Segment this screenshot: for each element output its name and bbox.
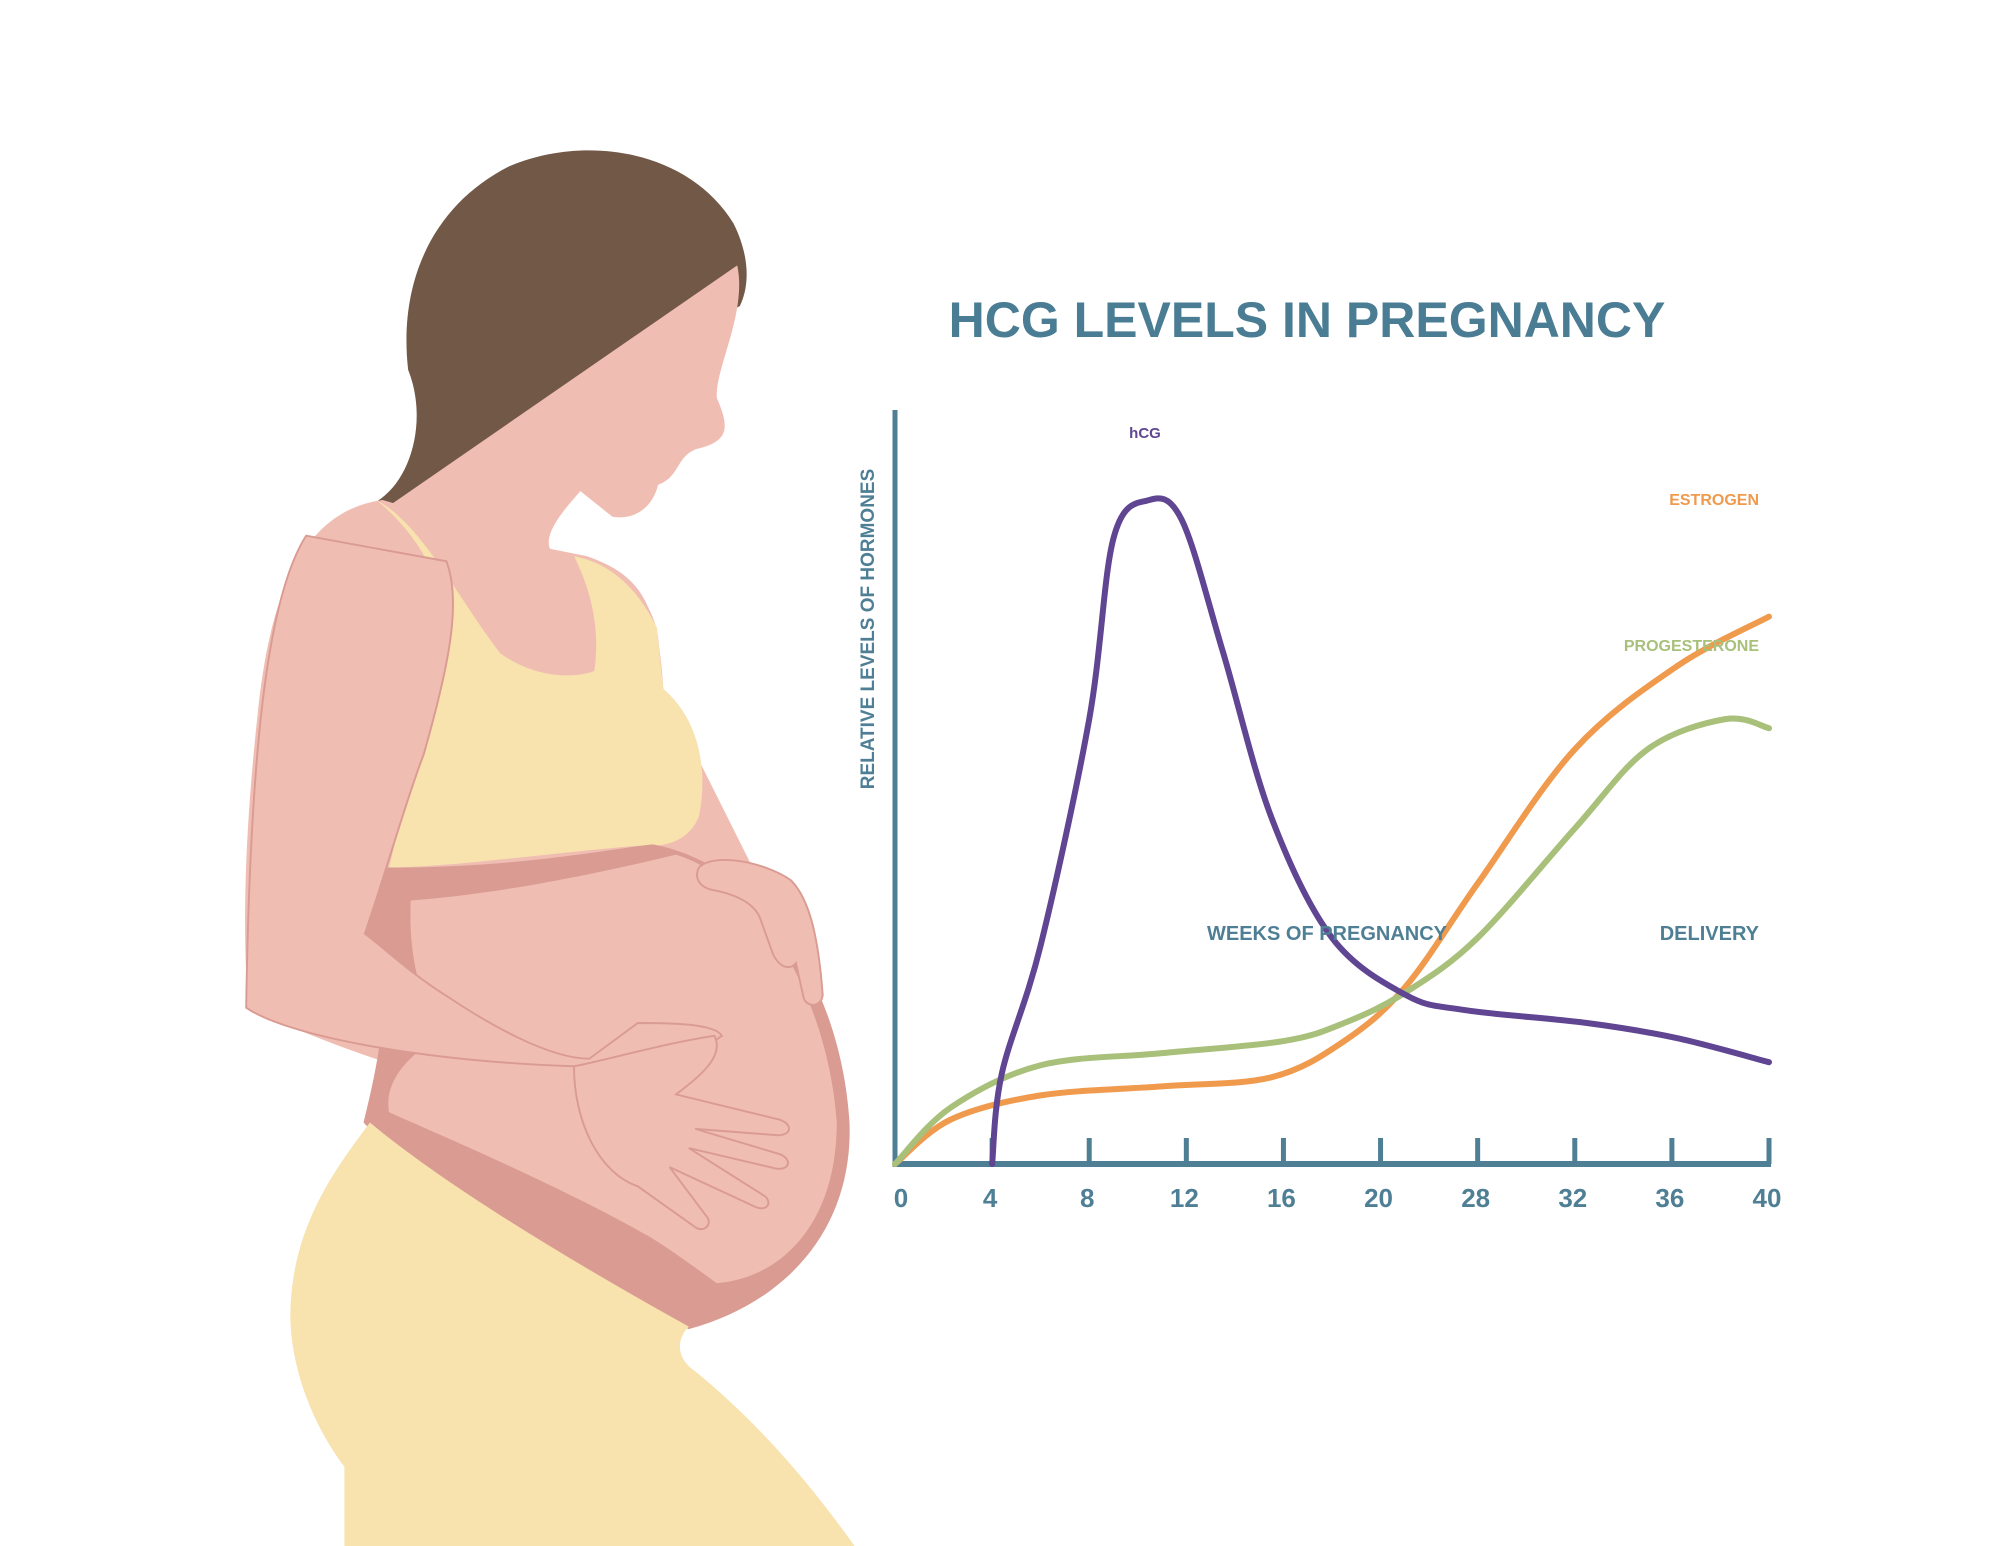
x-tick-label: 32 — [1558, 1183, 1587, 1213]
series-line-estrogen — [892, 613, 1772, 1167]
pants — [290, 1122, 855, 1546]
y-axis-label: RELATIVE LEVELS OF HORMONES — [858, 469, 879, 790]
chart-title: HCG LEVELS IN PREGNANCY — [949, 292, 1666, 348]
x-tick-label: 36 — [1655, 1183, 1684, 1213]
x-tick-label: 20 — [1364, 1183, 1393, 1213]
top — [376, 500, 703, 868]
illustration-group — [245, 150, 855, 1546]
x-tick-label: 4 — [983, 1183, 998, 1213]
series-line-hcg — [989, 495, 1772, 1167]
x-tick-label: 40 — [1753, 1183, 1782, 1213]
series-label-hcg: hCG — [1129, 425, 1161, 442]
x-axis-end-label: DELIVERY — [1660, 923, 1760, 945]
axes — [892, 410, 1771, 1167]
x-tick-label: 0 — [894, 1183, 908, 1213]
lower-hand — [573, 1034, 790, 1231]
series-label-estrogen: ESTROGEN — [1669, 492, 1759, 509]
x-tick-label: 12 — [1170, 1183, 1199, 1213]
x-tick-label: 16 — [1267, 1183, 1296, 1213]
arm — [245, 534, 724, 1068]
x-tick-label: 28 — [1461, 1183, 1490, 1213]
x-tick-label: 8 — [1080, 1183, 1094, 1213]
series-line-progesterone — [892, 715, 1772, 1167]
x-axis-label: WEEKS OF PREGNANCY — [1207, 923, 1448, 945]
upper-hand — [696, 858, 824, 1006]
x-ticks: 0 4 8 12 16 20 28 32 36 40 — [894, 1138, 1782, 1213]
hair — [372, 150, 747, 518]
series-label-progesterone: PROGESTERONE — [1624, 638, 1759, 655]
series-lines — [892, 495, 1772, 1167]
